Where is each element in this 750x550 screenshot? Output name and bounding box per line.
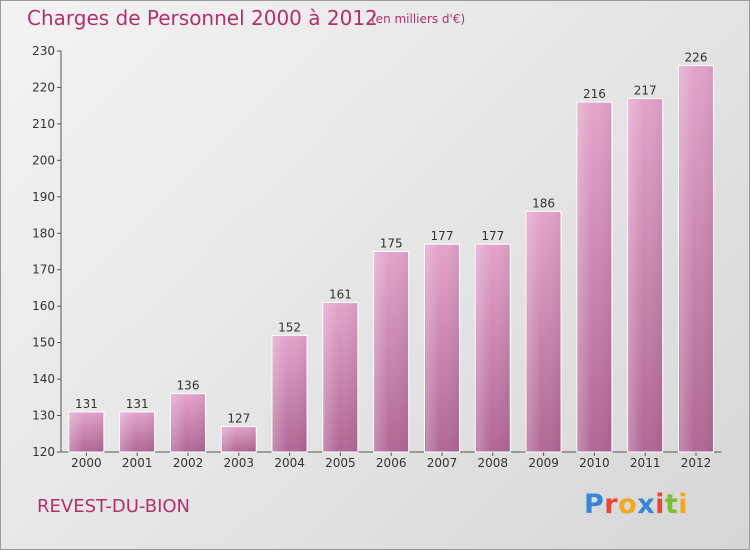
x-tick-label: 2006 [376,456,407,470]
data-label: 136 [177,379,200,393]
commune-name: REVEST-DU-BION [37,496,191,517]
bars [68,65,714,453]
y-tick-label: 120 [32,445,55,459]
bar-shade [628,99,662,453]
bar-shade [69,412,103,452]
logo-letter: x [637,489,656,520]
bar-shade [527,212,561,452]
data-label: 216 [583,87,606,101]
bar-shade [577,103,611,452]
axes: 120 130 140 150 160 170 180 190 200 210 220 230 [32,44,722,459]
x-tick-label: 2012 [681,456,712,470]
logo-letter: o [618,489,638,520]
logo-letter: t [664,489,679,520]
x-tick-label: 2001 [122,456,153,470]
y-tick-label: 130 [32,409,55,423]
y-tick-label: 140 [32,372,55,386]
x-tick-label: 2004 [274,456,305,470]
data-label: 131 [126,397,149,411]
bar-shade [374,252,408,452]
y-tick-label: 170 [32,263,55,277]
y-tick-label: 210 [32,117,55,131]
data-label: 152 [278,320,301,334]
bar-shade [273,336,307,452]
x-tick-label: 2009 [528,456,559,470]
y-tick-label: 190 [32,190,55,204]
labels: 2000 131 2001 131 2002 136 2003 127 2004 152 2005 1… [71,51,711,470]
x-tick-label: 2003 [224,456,255,470]
logo-letter: P [584,489,605,520]
bar-shade [679,66,713,452]
chart-title: Charges de Personnel 2000 à 2012 [27,6,378,30]
logo-letter: r [604,489,619,520]
data-label: 177 [431,229,454,243]
data-label: 175 [380,237,403,251]
x-tick-label: 2000 [71,456,102,470]
x-tick-label: 2002 [173,456,204,470]
data-label: 161 [329,288,352,302]
y-tick-label: 200 [32,153,55,167]
bar-shade [476,245,510,452]
y-tick-label: 220 [32,80,55,94]
data-label: 177 [481,229,504,243]
bar-shade [222,427,256,452]
bar-shade [120,412,154,452]
data-label: 217 [634,83,657,97]
x-tick-label: 2005 [325,456,356,470]
x-tick-label: 2011 [630,456,661,470]
y-tick-label: 230 [32,44,55,58]
data-label: 186 [532,196,555,210]
y-tick-label: 180 [32,226,55,240]
data-label: 131 [75,397,98,411]
x-tick-label: 2008 [478,456,509,470]
logo-letter: i [655,489,665,520]
x-tick-label: 2007 [427,456,458,470]
data-label: 127 [227,411,250,425]
proxiti-logo[interactable]: Proxiti [584,489,688,520]
y-tick-label: 160 [32,299,55,313]
bar-shade [323,303,357,452]
bar-shade [171,394,205,452]
bar-shade [425,245,459,452]
data-label: 226 [685,51,708,65]
chart-subtitle: (en milliers d'€) [371,12,466,26]
y-tick-label: 150 [32,336,55,350]
x-tick-label: 2010 [579,456,610,470]
logo-letter: i [678,489,689,520]
